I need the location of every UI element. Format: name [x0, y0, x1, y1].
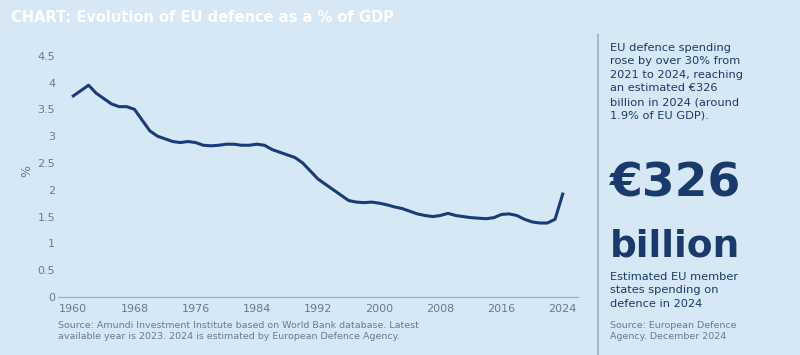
- Y-axis label: %: %: [20, 165, 34, 177]
- Text: €326: €326: [610, 162, 742, 207]
- Text: EU defence spending
rose by over 30% from
2021 to 2024, reaching
an estimated €3: EU defence spending rose by over 30% fro…: [610, 43, 743, 121]
- Text: Source: European Defence
Agency. December 2024: Source: European Defence Agency. Decembe…: [610, 321, 737, 341]
- Text: Estimated EU member
states spending on
defence in 2024: Estimated EU member states spending on d…: [610, 272, 738, 309]
- Text: billion: billion: [610, 229, 740, 265]
- Text: CHART: Evolution of EU defence as a % of GDP: CHART: Evolution of EU defence as a % of…: [10, 10, 394, 25]
- Text: Source: Amundi Investment Institute based on World Bank database. Latest
availab: Source: Amundi Investment Institute base…: [58, 321, 419, 341]
